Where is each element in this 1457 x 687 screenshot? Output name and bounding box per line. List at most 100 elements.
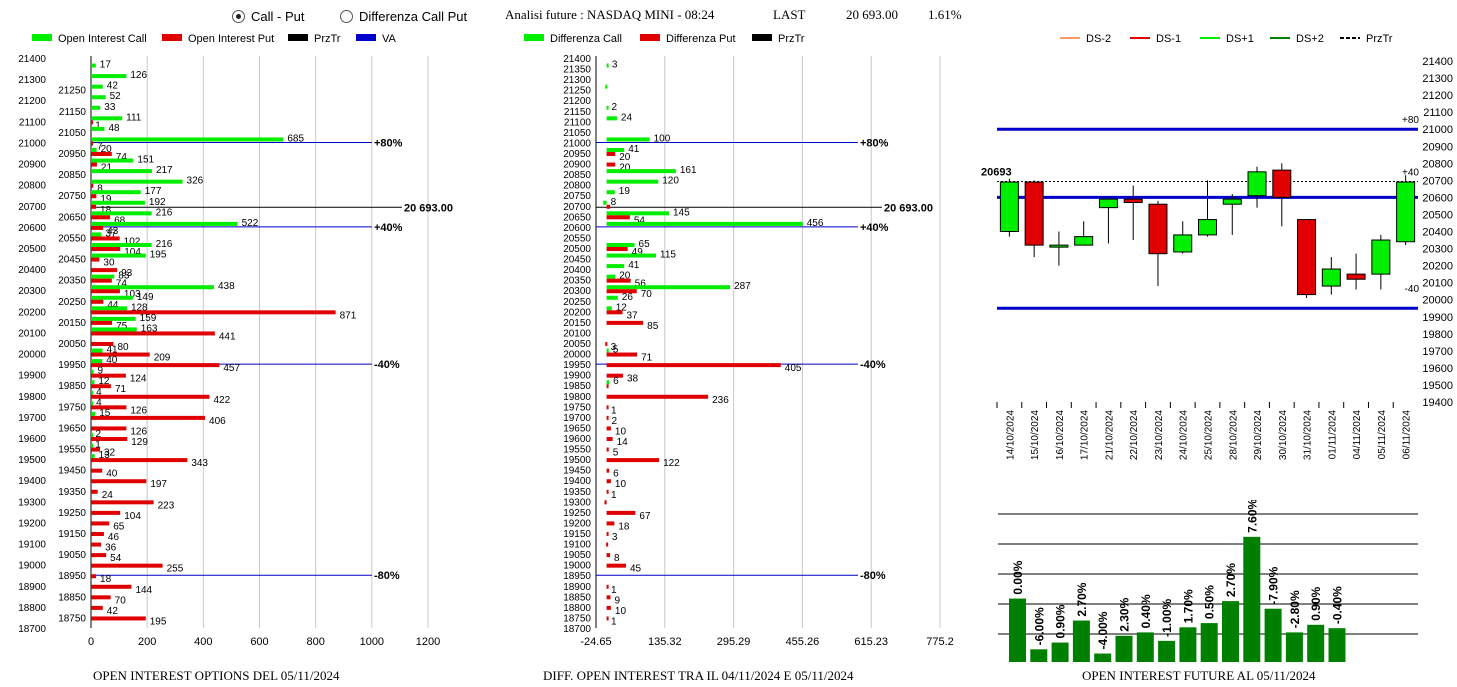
future-bar-label: 2.70% — [1075, 582, 1089, 616]
y-tick-label: 21050 — [58, 128, 86, 139]
future-bar — [1285, 632, 1303, 662]
future-bar — [1328, 628, 1346, 662]
call-bar — [606, 243, 635, 247]
put-bar — [606, 489, 609, 494]
legend-swatch-4 — [356, 34, 376, 41]
future-bar — [1094, 653, 1112, 662]
y-tick-label: 19050 — [58, 550, 86, 561]
put-value-label: 74 — [116, 279, 128, 290]
legend-label-1: Differenza Call — [550, 33, 622, 45]
put-bar — [91, 204, 97, 209]
call-bar — [606, 190, 615, 195]
legend-label-1: Open Interest Call — [58, 33, 147, 45]
legend-label-1: DS-2 — [1086, 33, 1111, 45]
x-tick-label: 14/10/2024 — [1005, 410, 1016, 460]
call-bar — [91, 454, 95, 459]
put-bar — [91, 247, 121, 251]
y-tick-label: 18850 — [563, 592, 591, 603]
put-value-label: 406 — [209, 416, 226, 427]
put-value-label: 871 — [340, 310, 357, 321]
y-tick-label: 20700 — [18, 202, 46, 213]
put-bar — [605, 342, 608, 346]
call-value-label: 522 — [242, 218, 259, 229]
x-tick-label: 15/10/2024 — [1030, 410, 1041, 460]
y-tick-label: 21200 — [18, 96, 46, 107]
call-value-label: 42 — [107, 81, 119, 92]
y-tick-label: 19900 — [563, 371, 591, 382]
y-tick-label: 20350 — [58, 276, 86, 287]
y-tick-label: 20700 — [563, 202, 591, 213]
y-tick-label: 20650 — [563, 212, 591, 223]
put-value-label: 71 — [641, 353, 653, 364]
y-tick-label: 20550 — [58, 233, 86, 244]
put-bar — [606, 384, 609, 389]
x-tick-label: 31/10/2024 — [1303, 410, 1314, 460]
x-tick-label: 1000 — [360, 636, 384, 648]
call-bar — [91, 137, 284, 142]
legend-swatch-2 — [162, 34, 182, 41]
y-tick-label: 20950 — [563, 149, 591, 160]
y-tick-label: 20100 — [18, 328, 46, 339]
x-tick-label: 800 — [306, 636, 324, 648]
future-bar — [1051, 642, 1069, 662]
put-bar — [91, 120, 93, 125]
y-tick-label: 19000 — [563, 561, 591, 572]
call-value-label: 83 — [118, 271, 130, 282]
y-tick-label: 21100 — [19, 117, 47, 128]
x-tick-label: 01/11/2024 — [1327, 410, 1338, 460]
y-tick-label: 21000 — [563, 138, 591, 149]
put-value-label: 74 — [116, 152, 128, 163]
y-tick-label: 20300 — [1422, 244, 1453, 256]
call-bar — [606, 179, 659, 184]
y-tick-label: 21350 — [563, 65, 591, 76]
put-value-label: 6 — [613, 469, 619, 480]
y-tick-label: 21200 — [563, 96, 591, 107]
y-tick-label: 20550 — [563, 233, 591, 244]
future-bar — [1222, 601, 1239, 662]
call-bar — [91, 411, 96, 416]
y-tick-label: 20200 — [563, 307, 591, 318]
call-bar — [606, 63, 609, 68]
future-bar-label: 2.30% — [1118, 597, 1132, 631]
y-tick-label: 19800 — [18, 392, 46, 403]
candle-body — [1098, 198, 1118, 209]
put-value-label: 38 — [627, 374, 639, 385]
legend-swatch-3 — [752, 34, 772, 41]
call-value-label: 3 — [612, 60, 618, 71]
call-value-label: 33 — [104, 102, 116, 113]
y-tick-label: 19850 — [58, 381, 86, 392]
legend-label-2: DS-1 — [1156, 33, 1181, 45]
future-bar-label: -2.80% — [1288, 590, 1302, 628]
x-tick-label: 23/10/2024 — [1154, 410, 1165, 460]
radio-call-put-dot[interactable] — [232, 10, 245, 23]
call-bar — [91, 126, 105, 131]
put-bar — [91, 426, 127, 431]
put-bar — [91, 584, 132, 589]
candle-body — [1396, 181, 1416, 243]
put-bar — [91, 510, 121, 515]
y-tick-label: 20400 — [563, 265, 591, 276]
call-bar — [91, 306, 127, 311]
call-bar — [91, 232, 102, 237]
level-label: +80 — [1402, 115, 1419, 126]
y-tick-label: 18750 — [563, 613, 591, 624]
radio-diff-dot[interactable] — [340, 10, 353, 23]
open-interest-options-chart: Open Interest Call Open Interest Put PrzTr… — [18, 33, 453, 648]
x-tick-label: 0 — [88, 636, 94, 648]
future-bar-label: 0.40% — [1139, 594, 1153, 628]
put-value-label: 8 — [614, 553, 620, 564]
y-tick-label: 20350 — [563, 276, 591, 287]
put-value-label: 18 — [100, 574, 112, 585]
radio-diff[interactable]: Differenza Call Put — [340, 9, 467, 24]
put-value-label: 85 — [647, 321, 659, 332]
level-label: +40% — [860, 222, 889, 234]
call-bar — [91, 253, 146, 258]
call-bar — [91, 369, 94, 374]
radio-call-put[interactable]: Call - Put — [232, 9, 304, 24]
y-tick-label: 20100 — [1422, 278, 1453, 290]
put-bar — [91, 458, 188, 463]
put-bar — [91, 236, 120, 241]
y-tick-label: 19000 — [18, 561, 46, 572]
y-tick-label: 19650 — [58, 423, 86, 434]
y-tick-label: 19500 — [1422, 380, 1453, 392]
